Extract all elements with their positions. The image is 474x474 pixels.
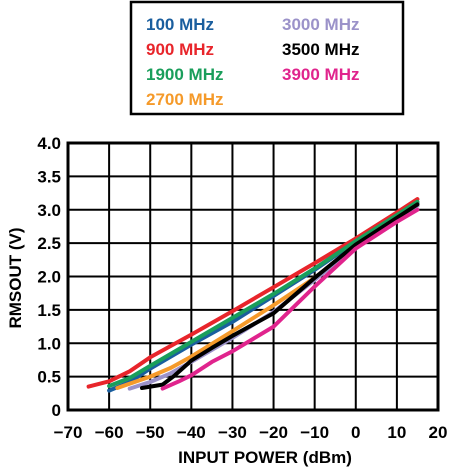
tick-labels: −70 −60 −50 −40 −30 −20 −10 0 10 20 0 0.5 1.0 1.5 2.0 2… xyxy=(37,134,447,442)
plot-frame xyxy=(66,141,440,412)
x-tick-label: −50 xyxy=(136,423,165,442)
x-tick-label: 10 xyxy=(387,423,406,442)
legend-item-2700-mhz: 2700 MHz xyxy=(146,90,223,109)
legend: 100 MHz 900 MHz 1900 MHz 2700 MHz 3000 MHz 35… xyxy=(129,0,405,116)
grid xyxy=(68,143,438,410)
x-axis-title: INPUT POWER (dBm) xyxy=(178,448,352,467)
legend-item-1900-mhz: 1900 MHz xyxy=(146,65,223,84)
x-tick-label: 0 xyxy=(351,423,360,442)
y-tick-label: 0 xyxy=(52,401,61,420)
y-tick-label: 1.5 xyxy=(37,301,61,320)
y-tick-label: 3.0 xyxy=(37,201,61,220)
y-tick-label: 0.5 xyxy=(37,368,61,387)
legend-item-3500-mhz: 3500 MHz xyxy=(282,40,359,59)
plot-frame-layer xyxy=(66,141,440,412)
x-tick-label: 20 xyxy=(429,423,448,442)
legend-item-900-mhz: 900 MHz xyxy=(146,40,214,59)
y-tick-label: 2.0 xyxy=(37,268,61,287)
y-tick-label: 2.5 xyxy=(37,234,61,253)
x-tick-label: −40 xyxy=(177,423,206,442)
y-tick-label: 3.5 xyxy=(37,167,61,186)
series-line-900-mhz xyxy=(86,197,420,389)
legend-item-3900-mhz: 3900 MHz xyxy=(282,65,359,84)
legend-box xyxy=(129,0,405,116)
series-line-1900-mhz xyxy=(107,199,420,388)
x-tick-label: −70 xyxy=(54,423,83,442)
x-tick-label: −10 xyxy=(300,423,329,442)
y-axis-title: RMSOUT (V) xyxy=(6,227,25,328)
y-tick-label: 1.0 xyxy=(37,334,61,353)
series-layer xyxy=(86,197,420,393)
series-line-3900-mhz xyxy=(160,207,420,391)
x-tick-label: −30 xyxy=(218,423,247,442)
series-line-3500-mhz xyxy=(140,202,420,390)
legend-item-3000-mhz: 3000 MHz xyxy=(282,15,359,34)
x-tick-label: −60 xyxy=(95,423,124,442)
x-tick-label: −20 xyxy=(259,423,288,442)
y-tick-label: 4.0 xyxy=(37,134,61,153)
legend-item-100-mhz: 100 MHz xyxy=(146,15,214,34)
